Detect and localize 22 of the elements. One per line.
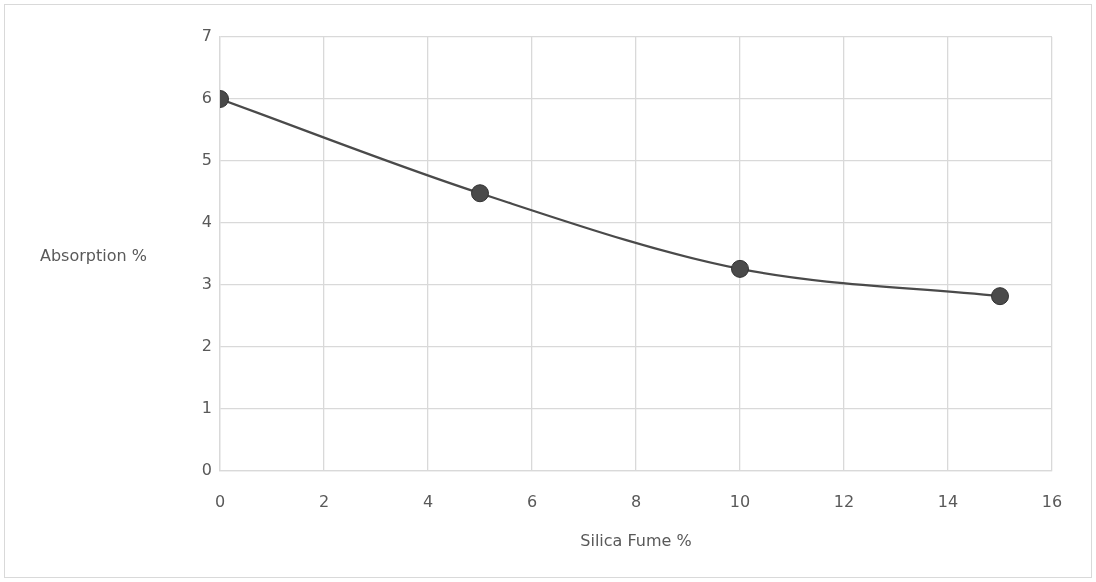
x-tick-label: 14	[937, 491, 959, 511]
x-tick-label: 16	[1041, 491, 1063, 511]
y-tick-label: 6	[201, 88, 212, 108]
x-axis-title: Silica Fume %	[580, 531, 692, 551]
point	[471, 184, 489, 203]
x-tick-label: 2	[318, 491, 330, 511]
y-axis-title: Absorption %	[40, 246, 147, 266]
y-tick-label: 7	[201, 26, 212, 46]
x-tick-label: 12	[833, 491, 855, 511]
y-tick-label: 5	[201, 150, 212, 170]
point	[731, 259, 749, 278]
y-tick-label: 1	[201, 398, 212, 418]
x-tick-label: 0	[214, 491, 226, 511]
x-tick-label: 10	[729, 491, 751, 511]
x-tick-label: 4	[422, 491, 434, 511]
x-tick-label: 8	[630, 491, 642, 511]
y-tick-label: 0	[201, 460, 212, 480]
y-tick-label: 4	[201, 212, 212, 232]
point	[991, 287, 1009, 306]
y-tick-label: 3	[201, 274, 212, 294]
y-tick-label: 2	[201, 336, 212, 356]
x-tick-label: 6	[526, 491, 538, 511]
